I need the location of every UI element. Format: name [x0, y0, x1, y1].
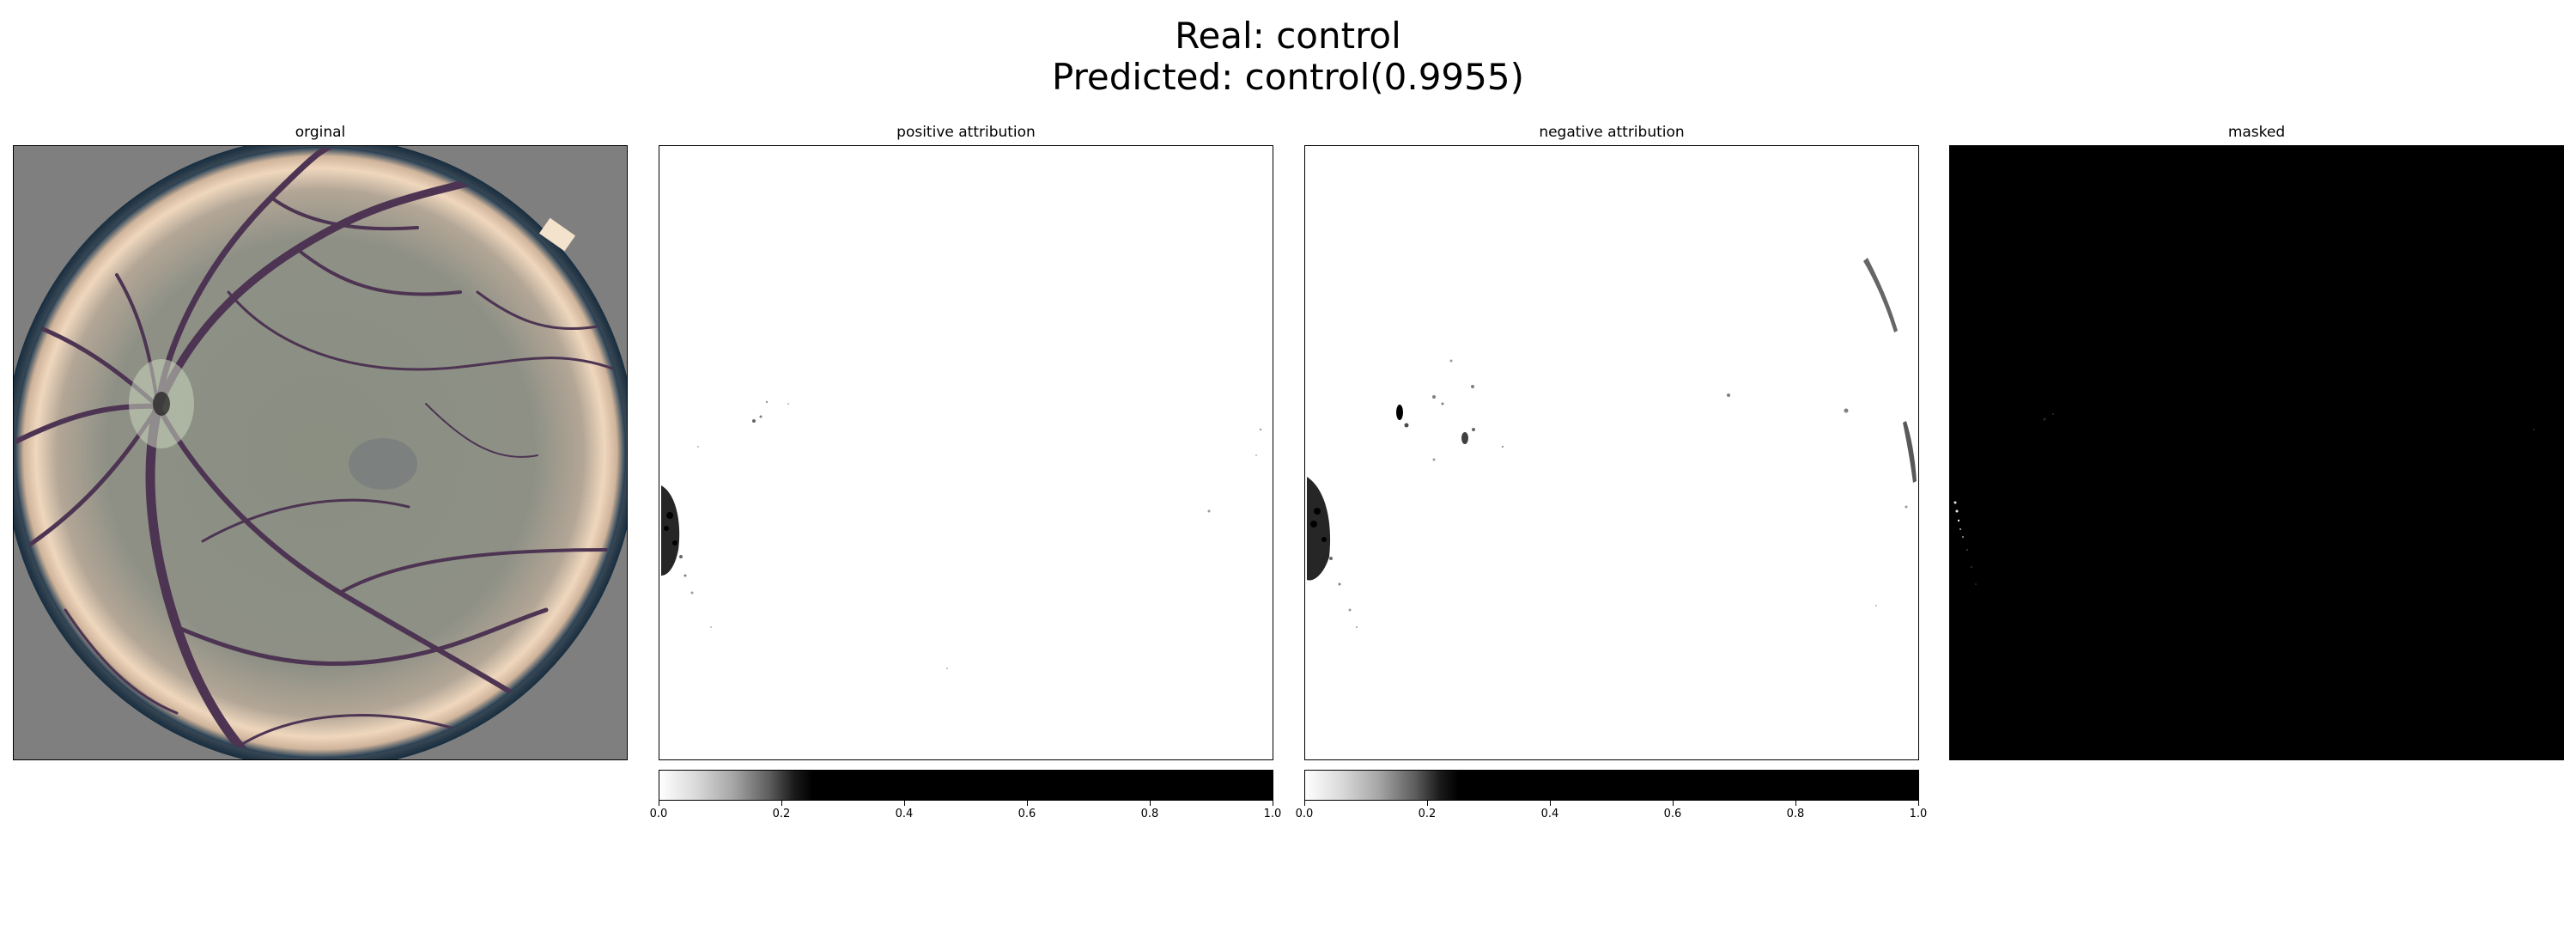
- colorbar-tick-label: 0.2: [772, 808, 791, 820]
- colorbar-tick-label: 0.6: [1018, 808, 1036, 820]
- original-fundus-image: [13, 145, 628, 760]
- positive-colorbar-labels: 0.0 0.2 0.4 0.6 0.8 1.0: [650, 808, 1282, 825]
- colorbar-tick-label: 0.4: [1540, 808, 1559, 820]
- masked-panel-title: masked: [2227, 124, 2286, 141]
- colorbar-tick-label: 1.0: [1909, 808, 1928, 820]
- negative-colorbar-ticks: [1304, 800, 1919, 808]
- figure-title-predicted: Predicted: control(0.9955): [1052, 56, 1524, 98]
- negative-colorbar-labels: 0.0 0.2 0.4 0.6 0.8 1.0: [1296, 808, 1928, 825]
- positive-attribution-panel-title: positive attribution: [896, 124, 1036, 141]
- colorbar-tick-label: 0.0: [649, 808, 668, 820]
- colorbar-tick-label: 0.2: [1418, 808, 1437, 820]
- negative-attribution-panel-title: negative attribution: [1539, 124, 1685, 141]
- colorbar-tick-label: 0.4: [895, 808, 914, 820]
- figure-title-real: Real: control: [1175, 15, 1401, 57]
- colorbar-tick-label: 0.0: [1295, 808, 1314, 820]
- masked-image: [1949, 145, 2564, 760]
- positive-colorbar-ticks: [659, 800, 1273, 808]
- positive-attribution-map: [659, 145, 1273, 760]
- colorbar-tick-label: 0.8: [1140, 808, 1159, 820]
- original-panel-title: orginal: [295, 124, 346, 141]
- negative-attribution-colorbar: [1304, 770, 1919, 801]
- colorbar-tick-label: 0.6: [1663, 808, 1682, 820]
- negative-attribution-map: [1304, 145, 1919, 760]
- colorbar-tick-label: 1.0: [1263, 808, 1282, 820]
- colorbar-tick-label: 0.8: [1786, 808, 1805, 820]
- positive-attribution-colorbar: [659, 770, 1273, 801]
